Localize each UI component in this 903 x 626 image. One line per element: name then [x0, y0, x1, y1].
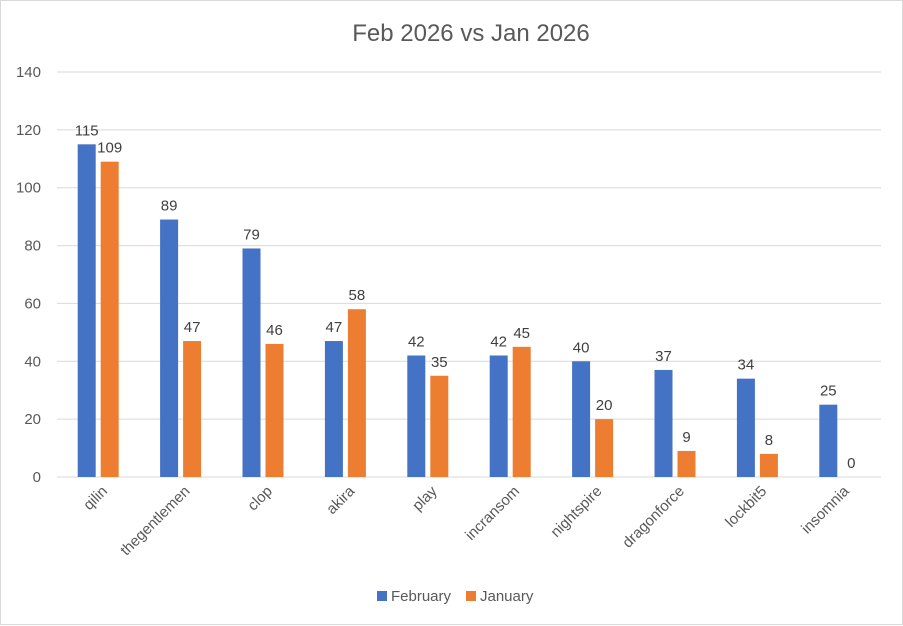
data-label: 58: [349, 287, 366, 304]
data-label: 89: [161, 198, 178, 215]
x-tick-label: lockbit5: [722, 483, 770, 531]
data-label: 46: [266, 322, 283, 339]
bar-february-lockbit5: [736, 378, 755, 477]
legend-label-january: January: [480, 588, 534, 605]
bar-january-qilin: [100, 161, 119, 477]
y-axis-ticks: 0 20 40 60 80 100 120 140: [16, 64, 41, 486]
y-tick-label: 140: [16, 64, 41, 81]
chart-title: Feb 2026 vs Jan 2026: [352, 20, 590, 47]
data-label: 34: [738, 357, 755, 374]
bar-february-nightspire: [572, 361, 591, 477]
bar-january-nightspire: [595, 419, 614, 477]
data-label: 8: [765, 432, 773, 449]
x-tick-label: insomnia: [798, 482, 853, 537]
gridlines: [57, 71, 881, 478]
data-label: 40: [573, 339, 590, 356]
data-label: 37: [655, 348, 672, 365]
x-tick-label: akira: [323, 482, 358, 517]
x-axis-ticks: qilin thegentlemen clop akira play incransom n…: [80, 482, 853, 559]
y-tick-label: 0: [33, 469, 41, 486]
data-label: 115: [75, 122, 99, 139]
x-tick-label: nightspire: [547, 483, 605, 541]
bar-january-thegentlemen: [183, 341, 202, 477]
bar-january-clop: [265, 343, 284, 477]
data-label: 9: [682, 429, 690, 446]
y-tick-label: 80: [24, 238, 41, 255]
x-tick-label: play: [409, 482, 441, 514]
data-label: 20: [596, 397, 613, 414]
data-label: 109: [97, 140, 122, 157]
bar-february-thegentlemen: [160, 219, 179, 478]
x-tick-label: dragonforce: [619, 483, 688, 552]
bar-february-akira: [324, 341, 343, 477]
legend-swatch-february: [377, 591, 387, 601]
legend: February January: [377, 588, 534, 605]
data-label: 47: [184, 319, 201, 336]
x-tick-label: incransom: [462, 483, 523, 544]
bar-february-insomnia: [819, 404, 838, 477]
bar-january-dragonforce: [677, 450, 696, 477]
bar-january-akira: [347, 309, 366, 477]
y-tick-label: 20: [24, 411, 41, 428]
bar-february-play: [407, 355, 426, 477]
data-label: 45: [513, 325, 530, 342]
data-label: 42: [408, 334, 425, 351]
bar-february-clop: [242, 248, 261, 477]
bar-february-qilin: [77, 144, 96, 478]
data-label: 0: [847, 455, 855, 472]
bar-january-lockbit5: [759, 453, 778, 477]
x-tick-label: thegentlemen: [117, 483, 193, 559]
y-tick-label: 120: [16, 122, 41, 139]
data-label: 79: [243, 226, 260, 243]
legend-label-february: February: [391, 588, 452, 605]
bar-february-incransom: [489, 355, 508, 477]
bar-january-incransom: [512, 346, 531, 477]
data-label: 35: [431, 354, 448, 371]
data-label: 25: [820, 383, 837, 400]
y-tick-label: 100: [16, 180, 41, 197]
bar-january-play: [430, 375, 449, 477]
x-tick-label: clop: [244, 483, 275, 514]
data-label: 47: [326, 319, 343, 336]
data-label: 42: [490, 334, 507, 351]
x-tick-label: qilin: [80, 483, 111, 514]
bars: [77, 144, 838, 478]
y-tick-label: 60: [24, 295, 41, 312]
y-tick-label: 40: [24, 353, 41, 370]
bar-february-dragonforce: [654, 369, 673, 477]
legend-swatch-january: [466, 591, 476, 601]
